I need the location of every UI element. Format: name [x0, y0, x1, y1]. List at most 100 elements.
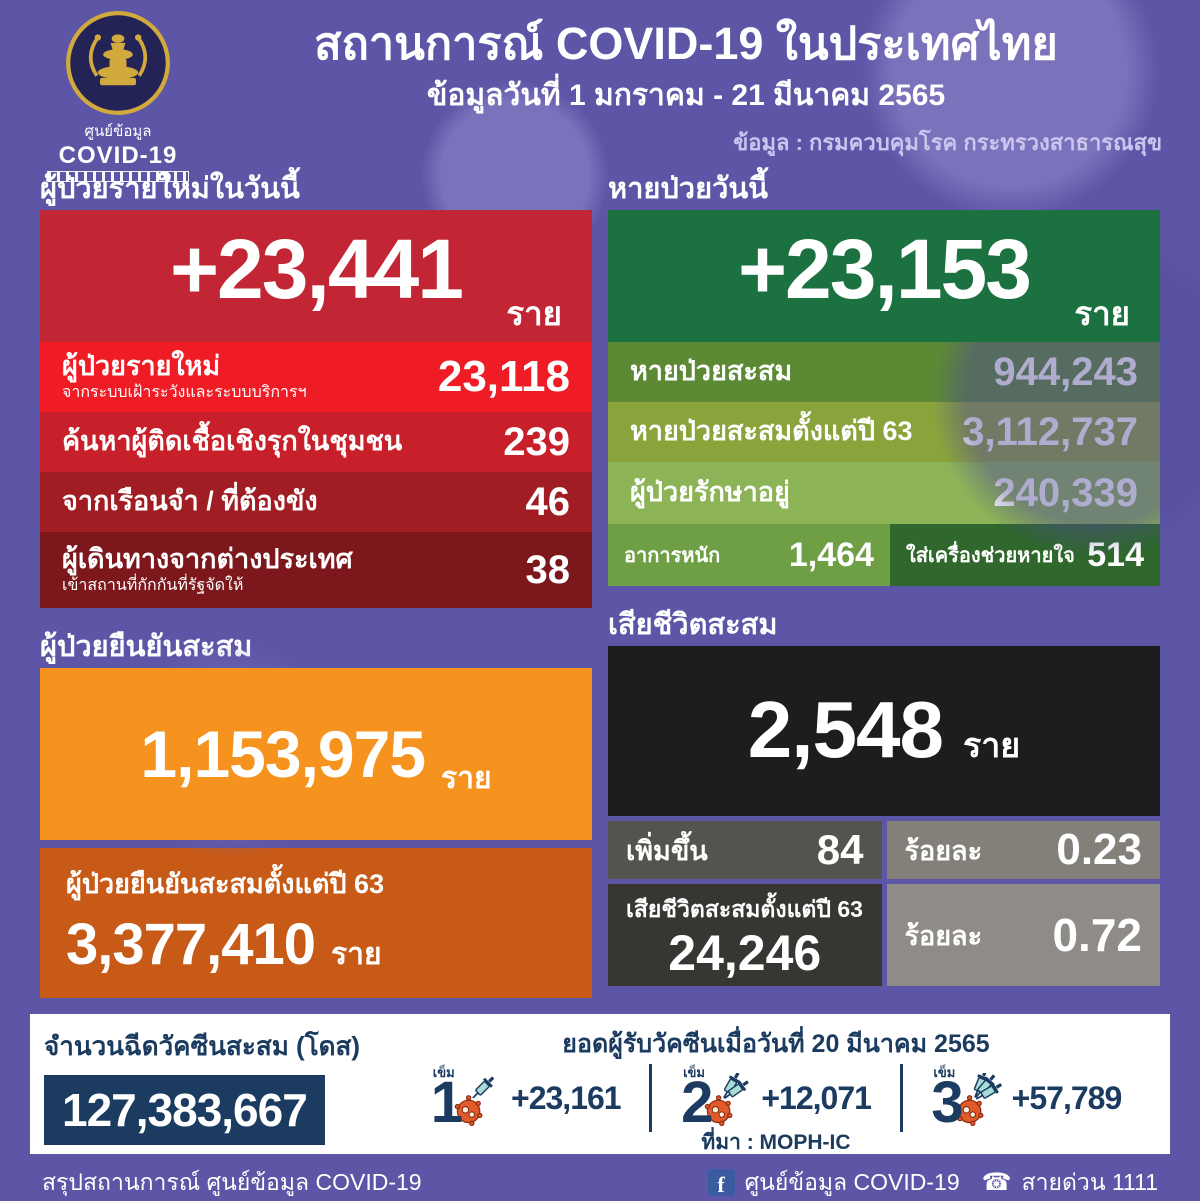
footer-links: f ศูนย์ข้อมูล COVID-19 ☎ สายด่วน 1111	[707, 1165, 1158, 1201]
since63-numrow: 3,377,410 ราย	[66, 911, 566, 978]
table-row: ผู้เดินทางจากต่างประเทศ เข้าสถานที่กักกั…	[40, 532, 592, 608]
dose-3-group: เข็ม 3	[899, 1064, 1150, 1132]
vaccine-total-block: จำนวนฉีดวัคซีนสะสม (โดส) 127,383,667	[44, 1022, 396, 1146]
vaccine-daily-block: ยอดผู้รับวัคซีนเมื่อวันที่ 20 มีนาคม 256…	[396, 1022, 1156, 1154]
deaths-pct2-value: 0.72	[1052, 909, 1142, 961]
row-label: หายป่วยสะสม	[630, 356, 793, 387]
deaths-since63-value: 24,246	[668, 925, 822, 981]
row-value: 944,243	[993, 349, 1138, 394]
logo-text-line2: COVID-19	[58, 142, 178, 169]
severe-label: อาการหนัก	[624, 545, 721, 567]
header: ศูนย์ข้อมูล COVID-19 สถานการณ์ COVID-19 …	[0, 0, 1200, 183]
recovered-unit: ราย	[1074, 295, 1130, 332]
severe-ventilator-row: อาการหนัก 1,464 ใส่เครื่องช่วยหายใจ 514	[608, 524, 1160, 586]
deaths-headline: 2,548	[747, 685, 944, 774]
deaths-hero: 2,548 ราย	[608, 646, 1160, 816]
table-row: หายป่วยสะสม 944,243	[608, 342, 1160, 402]
new-cases-hero: +23,441 ราย	[40, 210, 592, 342]
row-label-sub: เข้าสถานที่กักกันที่รัฐจัดให้	[62, 577, 244, 595]
cumulative-since63-box: ผู้ป่วยยืนยันสะสมตั้งแต่ปี 63 3,377,410 …	[40, 848, 592, 998]
row-label-main: ผู้ป่วยรายใหม่	[62, 351, 221, 382]
facebook-page-label[interactable]: ศูนย์ข้อมูล COVID-19	[744, 1168, 960, 1195]
row-label-sub: จากระบบเฝ้าระวังและระบบบริการฯ	[62, 384, 307, 402]
covid19-data-center-logo: ศูนย์ข้อมูล COVID-19	[42, 10, 194, 183]
dose-value: +23,161	[511, 1079, 622, 1116]
deaths-pct-cell: ร้อยละ 0.23	[886, 821, 1160, 879]
row-value: 23,118	[437, 352, 570, 401]
dose-row: เข็ม 1	[396, 1064, 1156, 1132]
vaccine-daily-title: ยอดผู้รับวัคซีนเมื่อวันที่ 20 มีนาคม 256…	[562, 1030, 990, 1058]
date-range-subtitle: ข้อมูลวันที่ 1 มกราคม - 21 มีนาคม 2565	[426, 78, 946, 112]
logo-text-line1: ศูนย์ข้อมูล	[84, 123, 152, 140]
deaths-since63-cell: เสียชีวิตสะสมตั้งแต่ปี 63 24,246	[608, 884, 882, 986]
row-label: หายป่วยสะสมตั้งแต่ปี 63	[630, 416, 913, 447]
ventilator-cell: ใส่เครื่องช่วยหายใจ 514	[889, 524, 1160, 586]
needle-label: เข็ม	[933, 1065, 956, 1080]
table-row: ค้นหาผู้ติดเชื้อเชิงรุกในชุมชน 239	[40, 412, 592, 472]
dose-numwrap: เข็ม 2	[681, 1064, 713, 1132]
row-value: 240,339	[993, 470, 1138, 515]
since63-label: ผู้ป่วยยืนยันสะสมตั้งแต่ปี 63	[66, 869, 385, 899]
hotline-label[interactable]: สายด่วน 1111	[1021, 1168, 1158, 1195]
facebook-icon[interactable]: f	[707, 1169, 735, 1196]
right-column: หายป่วยวันนี้ +23,153 ราย หายป่วยสะสม 94…	[608, 168, 1160, 986]
syringe-virus-icon	[454, 1076, 495, 1127]
row-value: 3,112,737	[962, 409, 1138, 454]
table-row: หายป่วยสะสมตั้งแต่ปี 63 3,112,737	[608, 402, 1160, 462]
vaccine-total-value: 127,383,667	[44, 1075, 325, 1145]
deaths-grid: เพิ่มขึ้น 84 ร้อยละ 0.23 เสียชีวิตสะสมตั…	[608, 821, 1160, 986]
stats-columns: ผู้ป่วยรายใหม่ในวันนี้ +23,441 ราย ผู้ป่…	[0, 168, 1200, 998]
row-value: 38	[525, 547, 571, 592]
dose-2-group: เข็ม 2	[649, 1064, 899, 1132]
new-cases-headline: +23,441	[170, 222, 464, 316]
deaths-added-cell: เพิ่มขึ้น 84	[608, 821, 882, 879]
recovered-section-title: หายป่วยวันนี้	[608, 173, 769, 205]
dose-number: 3	[931, 1070, 964, 1135]
row-label: ผู้เดินทางจากต่างประเทศ เข้าสถานที่กักกั…	[62, 545, 353, 594]
severe-value: 1,464	[788, 535, 874, 574]
dose-1-group: เข็ม 1	[402, 1064, 649, 1132]
cumulative-unit: ราย	[441, 762, 492, 795]
deaths-section-title: เสียชีวิตสะสม	[608, 609, 778, 641]
syringe-virus-icon	[955, 1073, 1002, 1127]
recovered-headline: +23,153	[738, 222, 1032, 316]
recovered-hero: +23,153 ราย	[608, 210, 1160, 342]
dose-numwrap: เข็ม 1	[431, 1064, 463, 1132]
deaths-pct2-cell: ร้อยละ 0.72	[886, 884, 1160, 986]
since63-unit: ราย	[331, 938, 382, 971]
phone-icon: ☎	[981, 1169, 1012, 1196]
row-label: ผู้ป่วยรักษาอยู่	[630, 477, 790, 508]
ventilator-value: 514	[1087, 535, 1144, 574]
row-value: 239	[503, 419, 570, 464]
row-label: ผู้ป่วยรายใหม่ จากระบบเฝ้าระวังและระบบบร…	[62, 352, 307, 401]
needle-label: เข็ม	[683, 1065, 705, 1080]
table-row: ผู้ป่วยรักษาอยู่ 240,339	[608, 462, 1160, 524]
needle-label: เข็ม	[432, 1065, 455, 1080]
logo-chain-decoration	[47, 171, 189, 183]
government-seal-icon	[66, 11, 170, 115]
row-label-main: ผู้เดินทางจากต่างประเทศ	[62, 544, 353, 575]
new-cases-unit: ราย	[506, 295, 562, 332]
table-row: ผู้ป่วยรายใหม่ จากระบบเฝ้าระวังและระบบบร…	[40, 342, 592, 412]
deaths-pct-label: ร้อยละ	[904, 835, 983, 866]
ventilator-label: ใส่เครื่องช่วยหายใจ	[905, 545, 1075, 567]
deaths-pct2-label: ร้อยละ	[904, 920, 983, 951]
header-text: สถานการณ์ COVID-19 ในประเทศไทย ข้อมูลวัน…	[210, 18, 1200, 160]
dose-value: +12,071	[761, 1079, 872, 1116]
table-row: จากเรือนจำ / ที่ต้องขัง 46	[40, 472, 592, 532]
row-label: ค้นหาผู้ติดเชื้อเชิงรุกในชุมชน	[62, 426, 403, 457]
dose-numwrap: เข็ม 3	[931, 1064, 963, 1132]
vaccine-total-title: จำนวนฉีดวัคซีนสะสม (โดส)	[44, 1031, 361, 1061]
deaths-unit: ราย	[962, 727, 1021, 765]
dose-number: 1	[430, 1070, 464, 1135]
cumulative-hero: 1,153,975 ราย	[40, 668, 592, 840]
footer-summary: สรุปสถานการณ์ ศูนย์ข้อมูล COVID-19	[42, 1168, 422, 1195]
cumulative-section-title: ผู้ป่วยยืนยันสะสม	[40, 631, 253, 663]
since63-value: 3,377,410	[66, 912, 316, 977]
severe-cell: อาการหนัก 1,464	[608, 524, 890, 586]
syringe-virus-icon	[705, 1073, 750, 1127]
dose-value: +57,789	[1011, 1079, 1123, 1116]
page-title: สถานการณ์ COVID-19 ในประเทศไทย	[314, 18, 1058, 69]
data-source-line: ข้อมูล : กรมควบคุมโรค กระทรวงสาธารณสุข	[733, 129, 1162, 155]
